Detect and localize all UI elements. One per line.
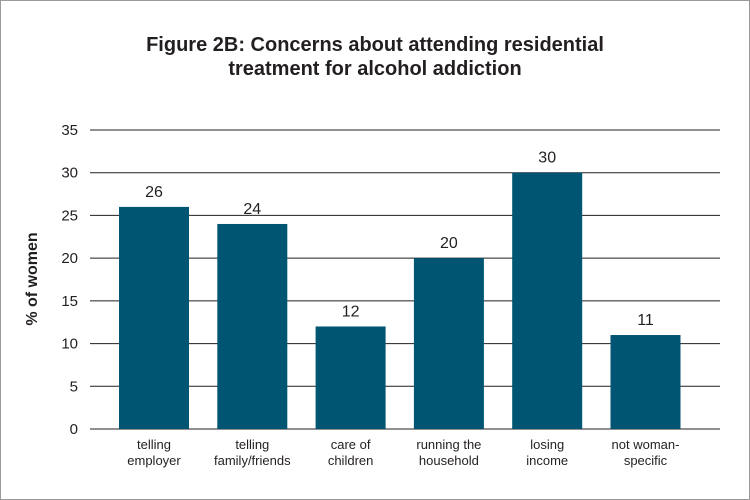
category-label: income	[526, 453, 568, 468]
bar	[512, 172, 583, 429]
category-label: not woman-	[612, 437, 680, 452]
category-label: running the	[416, 437, 481, 452]
category-label: losing	[530, 437, 564, 452]
y-axis-label: % of women	[24, 232, 41, 325]
chart-title-line-1: Figure 2B: Concerns about attending resi…	[146, 34, 604, 56]
bar	[413, 258, 484, 429]
category-label: telling	[235, 437, 269, 452]
data-label: 12	[342, 303, 360, 320]
chart-title: Figure 2B: Concerns about attending resi…	[0, 33, 750, 81]
category-label: telling	[137, 437, 171, 452]
category-label: children	[328, 453, 374, 468]
data-label: 24	[243, 201, 261, 218]
bar	[610, 335, 681, 429]
y-tick-label: 0	[70, 421, 78, 438]
data-label: 11	[637, 312, 654, 329]
category-label: household	[419, 453, 479, 468]
data-label: 30	[538, 150, 556, 167]
category-label: family/friends	[214, 453, 291, 468]
y-tick-labels: 0 5 10 15 20 25 30 35	[61, 122, 78, 438]
bar	[119, 206, 189, 429]
bar	[315, 326, 386, 429]
chart-title-line-2: treatment for alcohol addiction	[228, 58, 522, 80]
category-label: care of	[331, 437, 371, 452]
y-tick-label: 30	[61, 165, 78, 182]
y-tick-label: 35	[61, 122, 78, 139]
bars	[119, 172, 681, 429]
y-tick-label: 20	[61, 250, 78, 267]
data-labels: 26 24 12 20 30 11	[145, 150, 654, 329]
category-labels: tellingemployertellingfamily/friendscare…	[127, 437, 679, 468]
y-tick-label: 10	[61, 336, 78, 353]
y-tick-label: 5	[70, 378, 78, 395]
y-tick-label: 15	[61, 293, 78, 310]
category-label: specific	[624, 453, 668, 468]
data-label: 26	[145, 184, 163, 201]
data-label: 20	[440, 235, 458, 252]
y-tick-label: 25	[61, 207, 78, 224]
category-label: employer	[127, 453, 181, 468]
bar	[217, 223, 288, 429]
